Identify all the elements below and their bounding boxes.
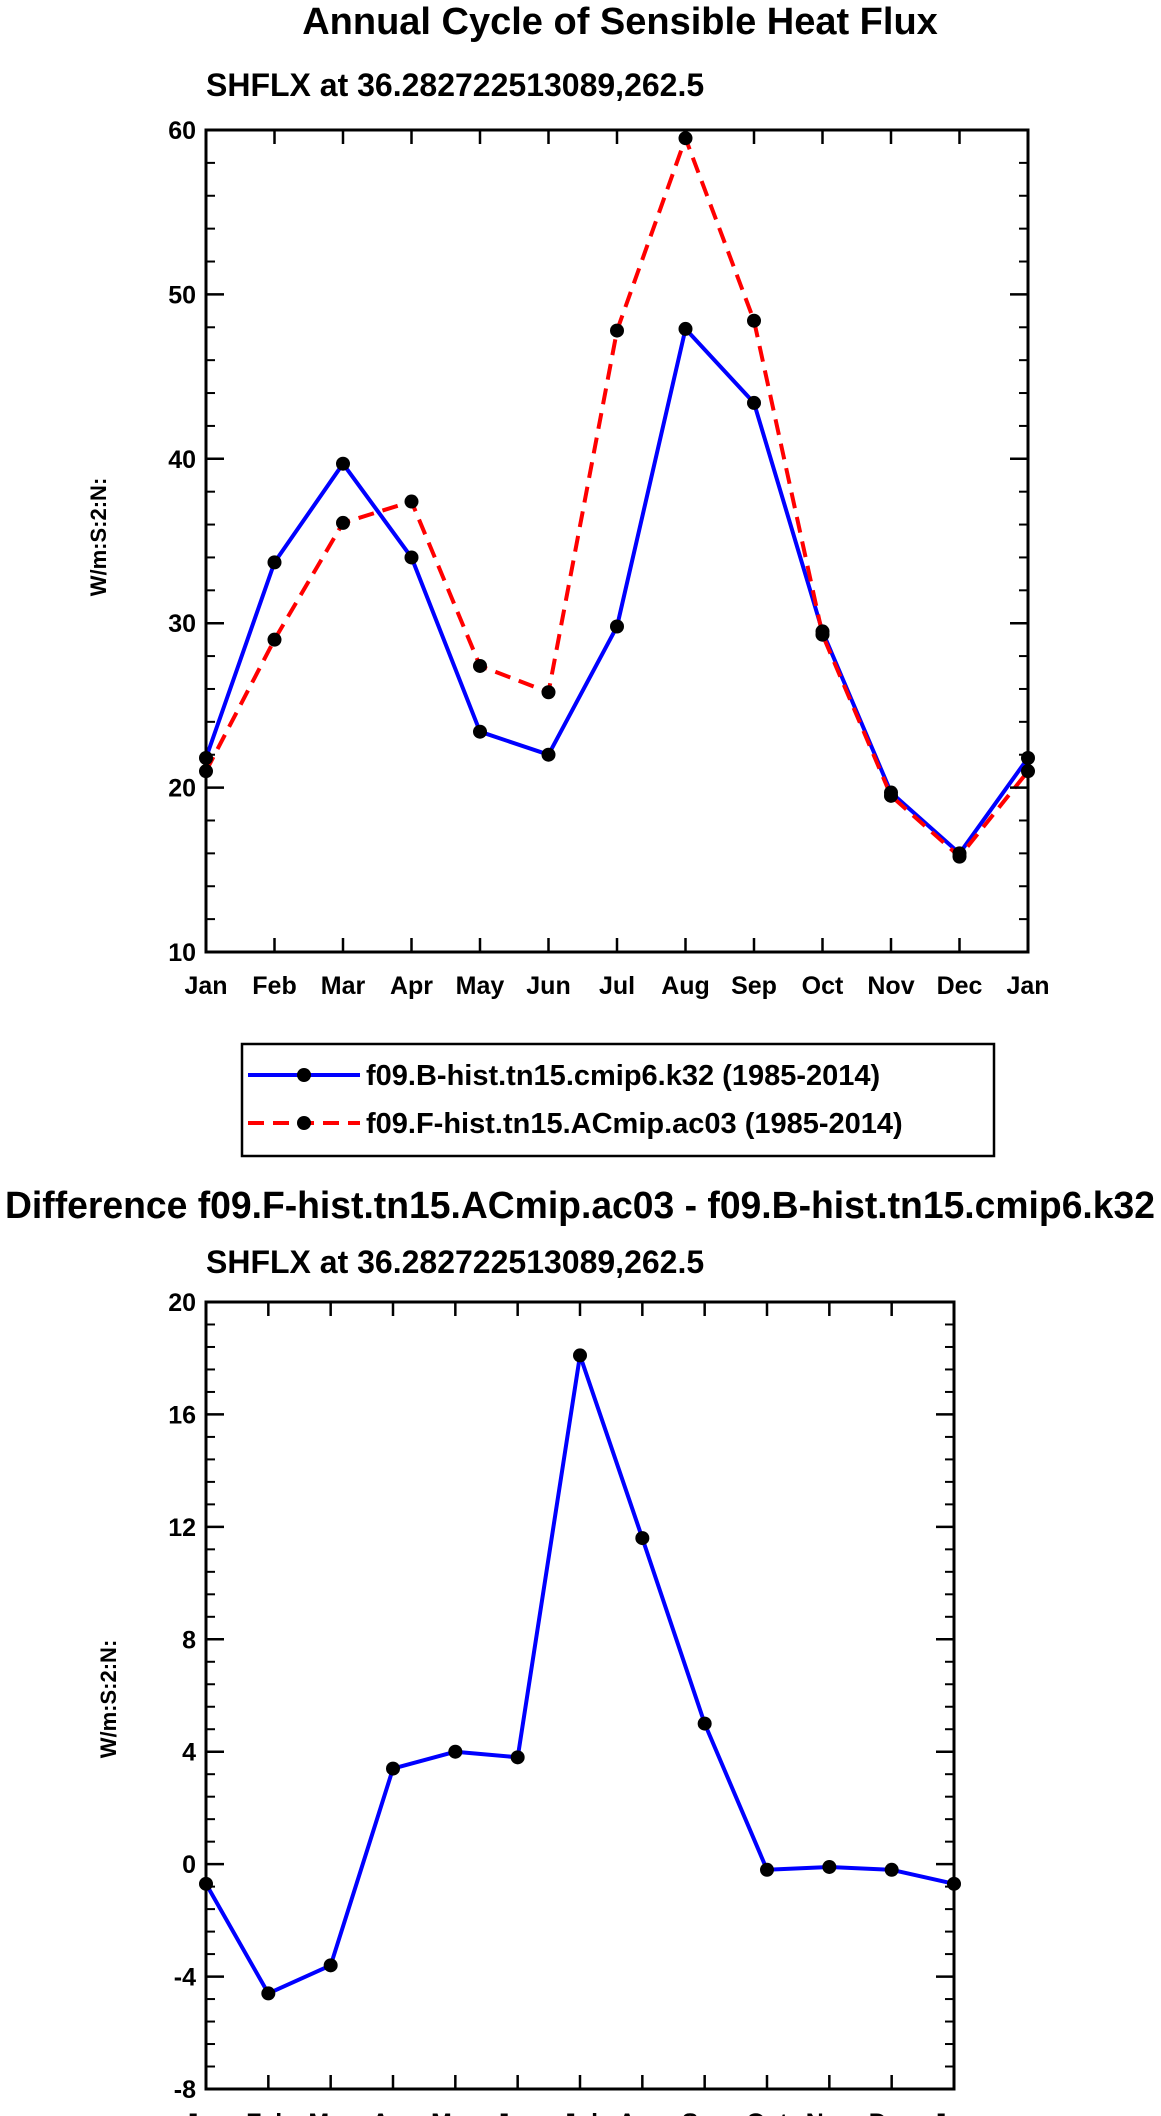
data-point-series-1: [336, 456, 350, 471]
y-tick-label: 40: [168, 446, 196, 474]
x-tick-label: Aug: [661, 972, 710, 1000]
x-tick-label: Apr: [390, 972, 433, 1000]
y-tick-label: 60: [168, 117, 196, 145]
data-point-series-1: [267, 555, 282, 570]
x-tick-label: Dec: [937, 972, 983, 1000]
chart2-plot-frame: [204, 1300, 956, 2091]
data-point-series-1: [386, 1761, 400, 1776]
data-point-series-1: [822, 1859, 837, 1874]
x-tick-label: May: [431, 2109, 480, 2116]
legend-label-series-2: f09.F-hist.tn15.ACmip.ac03 (1985-2014): [366, 1108, 903, 1140]
data-point-series-2: [541, 685, 556, 700]
data-point-series-2: [747, 313, 761, 328]
data-point-series-1: [884, 1862, 899, 1877]
x-tick-label: Feb: [246, 2109, 290, 2116]
chart1-title: Annual Cycle of Sensible Heat Flux: [302, 1, 938, 43]
x-tick-label: Jan: [932, 2109, 975, 2116]
data-point-series-1: [404, 550, 419, 565]
x-tick-label: Oct: [802, 972, 844, 1000]
data-point-series-1: [323, 1958, 338, 1973]
x-tick-label: Nov: [806, 2109, 853, 2116]
y-tick-label: 50: [168, 281, 196, 309]
legend-label-series-1: f09.B-hist.tn15.cmip6.k32 (1985-2014): [366, 1060, 880, 1092]
difference-chart: Difference f09.F-hist.tn15.ACmip.ac03 - …: [5, 1185, 1155, 2116]
data-point-series-1: [510, 1750, 525, 1765]
x-tick-label: Mar: [321, 972, 366, 1000]
y-tick-label: -8: [174, 2076, 196, 2104]
x-tick-label: Sep: [731, 972, 777, 1000]
data-point-series-1: [678, 321, 693, 336]
y-tick-label: 12: [168, 1514, 196, 1542]
data-point-series-1: [635, 1531, 650, 1546]
data-point-series-1: [573, 1348, 587, 1363]
y-tick-label: 20: [168, 775, 196, 803]
chart1-subtitle: SHFLX at 36.282722513089,262.5: [206, 67, 704, 103]
y-tick-label: 8: [182, 1626, 196, 1654]
y-tick-label: 20: [168, 1289, 196, 1317]
legend-box: [240, 1042, 996, 1158]
data-point-series-1: [697, 1716, 712, 1731]
x-tick-label: May: [456, 972, 505, 1000]
data-point-series-2: [336, 515, 350, 530]
data-point-series-1: [473, 724, 487, 739]
annual-cycle-chart: Annual Cycle of Sensible Heat Flux SHFLX…: [86, 1, 1050, 1158]
data-point-series-2: [884, 788, 898, 803]
chart2-subtitle: SHFLX at 36.282722513089,262.5: [206, 1244, 704, 1280]
data-point-series-1: [747, 395, 761, 410]
chart2-title: Difference f09.F-hist.tn15.ACmip.ac03 - …: [5, 1185, 1155, 1227]
legend-marker-series-2: [297, 1116, 311, 1130]
x-tick-label: Sep: [682, 2109, 728, 2116]
y-tick-label: 30: [168, 610, 196, 638]
series-line-1: [204, 326, 1030, 856]
chart1-y-axis-label: W/m:S:2:N:: [86, 478, 111, 597]
x-tick-label: Jan: [1006, 972, 1049, 1000]
x-tick-label: Apr: [371, 2109, 414, 2116]
x-tick-label: Jan: [184, 2109, 227, 2116]
data-point-series-2: [473, 658, 487, 673]
data-point-series-2: [404, 494, 419, 509]
chart1-legend: f09.B-hist.tn15.cmip6.k32 (1985-2014) f0…: [240, 1042, 996, 1158]
data-point-series-2: [610, 323, 624, 338]
data-point-series-1: [448, 1744, 463, 1759]
series-line-2: [204, 136, 1030, 859]
x-tick-label: Jul: [599, 972, 635, 1000]
x-tick-label: Jun: [526, 972, 570, 1000]
series-line-1: [204, 1353, 955, 1996]
data-point-series-1: [760, 1862, 774, 1877]
y-tick-label: 10: [168, 939, 196, 967]
y-tick-label: 0: [182, 1851, 196, 1879]
x-tick-label: Feb: [252, 972, 296, 1000]
data-point-series-1: [610, 619, 624, 634]
y-tick-label: -4: [174, 1964, 196, 1992]
x-tick-label: Jun: [495, 2109, 539, 2116]
x-tick-label: Jul: [562, 2109, 598, 2116]
y-tick-label: 16: [168, 1401, 196, 1429]
y-tick-label: 4: [182, 1739, 196, 1767]
x-tick-label: Nov: [867, 972, 914, 1000]
x-tick-label: Oct: [746, 2109, 788, 2116]
data-point-series-2: [267, 632, 282, 647]
data-point-series-1: [261, 1986, 276, 2001]
x-tick-label: Jan: [184, 972, 227, 1000]
x-tick-label: Dec: [869, 2109, 915, 2116]
data-point-series-1: [541, 747, 556, 762]
x-tick-label: Aug: [618, 2109, 667, 2116]
data-point-series-2: [952, 849, 967, 864]
legend-marker-series-1: [297, 1068, 311, 1082]
x-tick-label: Mar: [308, 2109, 353, 2116]
data-point-series-2: [815, 627, 830, 642]
chart2-y-axis-label: W/m:S:2:N:: [96, 1640, 121, 1759]
chart1-plot-frame: [204, 128, 1030, 954]
